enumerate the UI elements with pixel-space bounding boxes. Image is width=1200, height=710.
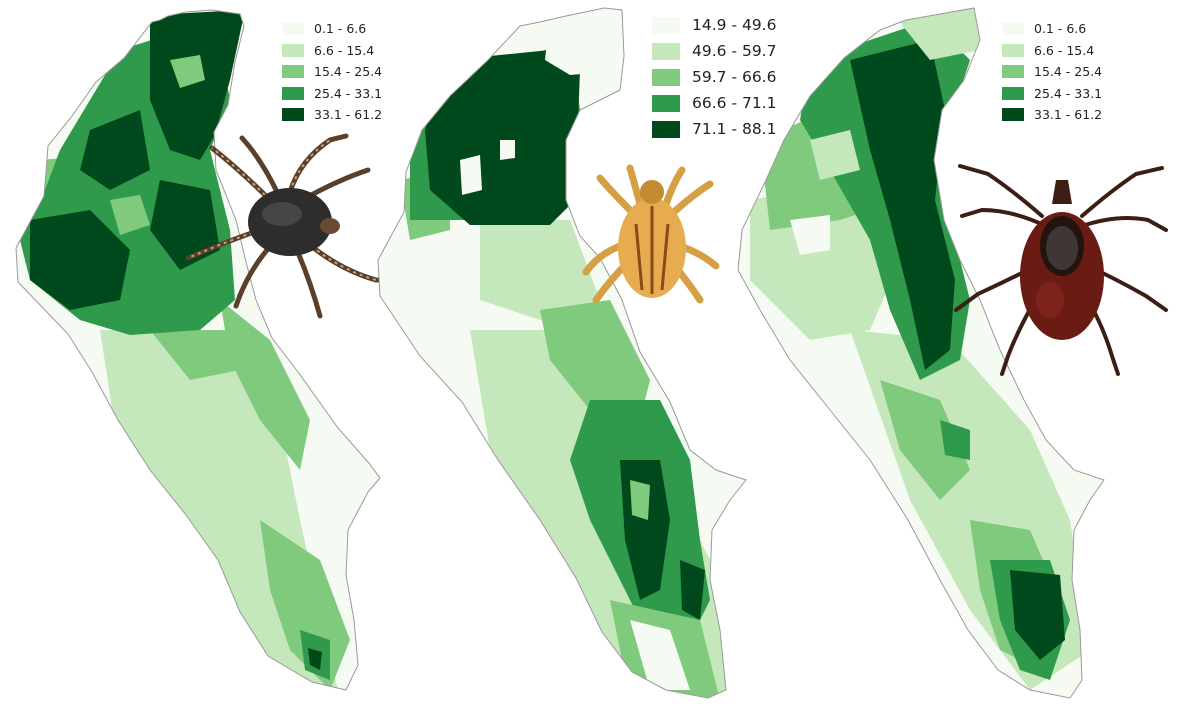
legend-label: 15.4 - 25.4 xyxy=(314,64,383,80)
legend-label: 14.9 - 49.6 xyxy=(692,16,777,34)
legend-label: 15.4 - 25.4 xyxy=(1034,64,1103,80)
legend-label: 71.1 - 88.1 xyxy=(692,120,777,138)
legend-label: 6.6 - 15.4 xyxy=(314,42,375,58)
map-legend-3: 0.1 - 6.6 6.6 - 15.4 15.4 - 25.4 25.4 - … xyxy=(1002,18,1102,126)
legend-item: 49.6 - 59.7 xyxy=(652,38,776,64)
map-panel-2: 14.9 - 49.6 49.6 - 59.7 59.7 - 66.6 66.6… xyxy=(370,0,776,710)
legend-item: 0.1 - 6.6 xyxy=(282,18,382,40)
legend-swatch xyxy=(652,120,680,138)
choropleth-map-2 xyxy=(377,7,747,699)
map-legend-1: 0.1 - 6.6 6.6 - 15.4 15.4 - 25.4 25.4 - … xyxy=(282,18,382,126)
legend-item: 14.9 - 49.6 xyxy=(652,12,776,38)
legend-item: 66.6 - 71.1 xyxy=(652,90,776,116)
legend-item: 25.4 - 33.1 xyxy=(1002,83,1102,105)
castor-bean-tick-icon xyxy=(954,164,1168,376)
legend-item: 25.4 - 33.1 xyxy=(282,83,382,105)
legend-label: 25.4 - 33.1 xyxy=(1034,85,1103,101)
legend-swatch xyxy=(652,94,680,112)
legend-item: 6.6 - 15.4 xyxy=(1002,40,1102,62)
legend-swatch xyxy=(282,86,304,100)
legend-label: 66.6 - 71.1 xyxy=(692,94,777,112)
legend-swatch xyxy=(282,108,304,122)
legend-item: 33.1 - 61.2 xyxy=(282,104,382,126)
legend-swatch xyxy=(1002,108,1024,122)
map-panel-3: 0.1 - 6.6 6.6 - 15.4 15.4 - 25.4 25.4 - … xyxy=(730,0,1200,710)
legend-item: 33.1 - 61.2 xyxy=(1002,104,1102,126)
legend-item: 59.7 - 66.6 xyxy=(652,64,776,90)
legend-item: 15.4 - 25.4 xyxy=(1002,61,1102,83)
golden-tick-icon xyxy=(582,164,720,304)
legend-label: 59.7 - 66.6 xyxy=(692,68,777,86)
legend-label: 0.1 - 6.6 xyxy=(314,21,367,37)
legend-swatch xyxy=(652,42,680,60)
legend-swatch xyxy=(282,43,304,57)
legend-label: 0.1 - 6.6 xyxy=(1034,21,1087,37)
map-legend-2: 14.9 - 49.6 49.6 - 59.7 59.7 - 66.6 66.6… xyxy=(652,12,776,142)
map-panel-1: 0.1 - 6.6 6.6 - 15.4 15.4 - 25.4 25.4 - … xyxy=(0,0,400,710)
legend-swatch xyxy=(652,16,680,34)
legend-item: 15.4 - 25.4 xyxy=(282,61,382,83)
legend-swatch xyxy=(1002,43,1024,57)
legend-swatch xyxy=(652,68,680,86)
legend-item: 0.1 - 6.6 xyxy=(1002,18,1102,40)
legend-label: 6.6 - 15.4 xyxy=(1034,42,1095,58)
legend-swatch xyxy=(1002,65,1024,79)
legend-swatch xyxy=(282,65,304,79)
legend-item: 71.1 - 88.1 xyxy=(652,116,776,142)
legend-label: 25.4 - 33.1 xyxy=(314,85,383,101)
legend-swatch xyxy=(1002,86,1024,100)
legend-swatch xyxy=(282,22,304,36)
legend-label: 33.1 - 61.2 xyxy=(314,107,383,123)
legend-label: 49.6 - 59.7 xyxy=(692,42,777,60)
choropleth-map-3 xyxy=(737,7,1105,699)
legend-swatch xyxy=(1002,22,1024,36)
hedgehog-tick-icon xyxy=(185,133,399,319)
legend-item: 6.6 - 15.4 xyxy=(282,40,382,62)
legend-label: 33.1 - 61.2 xyxy=(1034,107,1103,123)
choropleth-map-1 xyxy=(15,9,381,691)
